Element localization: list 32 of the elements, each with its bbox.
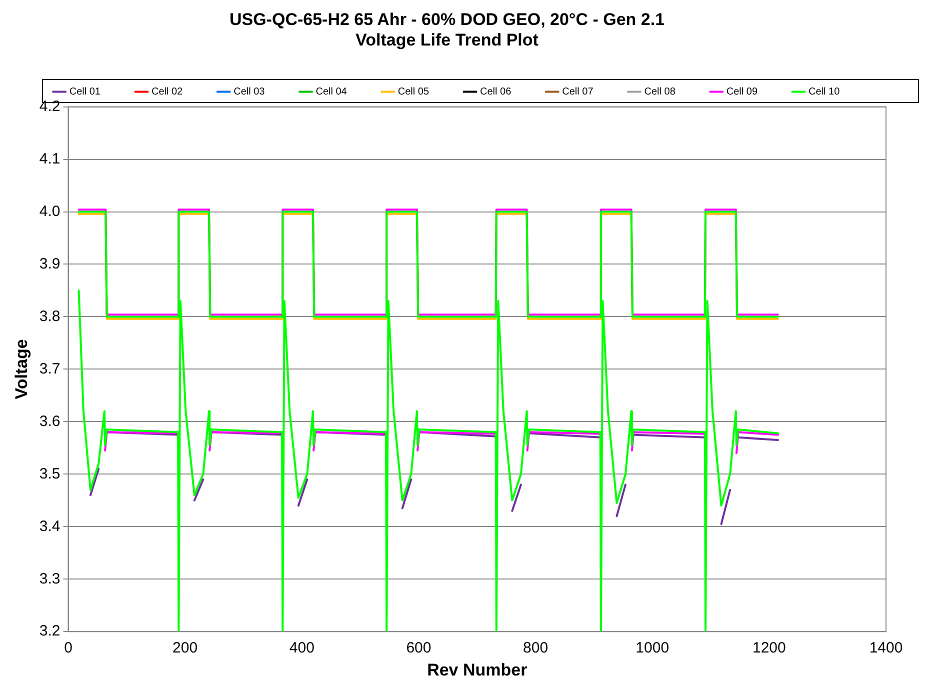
x-tick-label: 1000 bbox=[636, 640, 670, 657]
y-tick-label: 3.6 bbox=[39, 412, 60, 430]
legend-label: Cell 10 bbox=[808, 86, 840, 98]
y-tick-label: 3.4 bbox=[39, 518, 60, 535]
y-tick-label: 3.7 bbox=[39, 360, 60, 378]
y-tick-label: 3.3 bbox=[39, 570, 60, 588]
x-tick-label: 800 bbox=[523, 640, 548, 657]
y-tick-label: 3.8 bbox=[39, 308, 60, 325]
y-tick-label: 3.5 bbox=[39, 465, 60, 482]
y-tick-label: 3.2 bbox=[39, 622, 60, 640]
legend-label: Cell 02 bbox=[151, 86, 184, 98]
legend-label: Cell 07 bbox=[562, 86, 594, 98]
y-axis-title: Voltage bbox=[12, 339, 31, 400]
x-tick-label: 200 bbox=[172, 640, 198, 657]
x-tick-label: 600 bbox=[406, 640, 432, 657]
chart-title: USG-QC-65-H2 65 Ahr - 60% DOD GEO, 20°C - Gen 2.1 bbox=[229, 10, 665, 29]
chart-subtitle: Voltage Life Trend Plot bbox=[356, 30, 539, 50]
x-tick-label: 1200 bbox=[752, 640, 786, 657]
y-tick-label: 4.1 bbox=[39, 150, 60, 168]
legend-label: Cell 03 bbox=[234, 86, 266, 98]
legend-label: Cell 04 bbox=[316, 86, 348, 98]
x-tick-label: 0 bbox=[64, 640, 72, 657]
y-tick-label: 3.9 bbox=[39, 255, 60, 272]
legend-label: Cell 01 bbox=[69, 86, 101, 98]
legend-label: Cell 05 bbox=[398, 86, 430, 98]
legend-label: Cell 06 bbox=[480, 86, 512, 98]
x-axis-title: Rev Number bbox=[427, 660, 528, 680]
legend-label: Cell 09 bbox=[726, 86, 758, 98]
legend-label: Cell 08 bbox=[644, 86, 676, 98]
y-tick-label: 4.0 bbox=[39, 202, 60, 220]
x-tick-label: 1400 bbox=[869, 640, 903, 657]
x-tick-label: 400 bbox=[289, 640, 314, 657]
